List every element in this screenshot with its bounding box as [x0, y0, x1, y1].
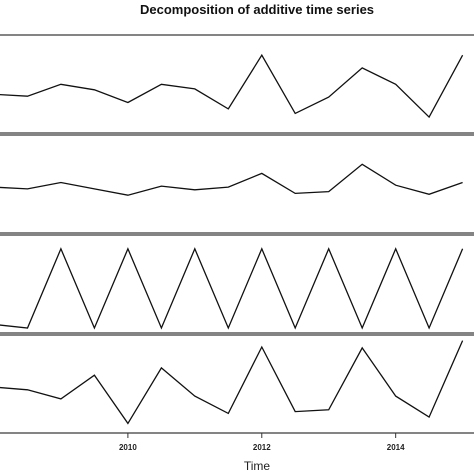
x-tick-label: 2014 — [387, 443, 405, 452]
x-axis: 2010 2012 2014 — [119, 433, 405, 452]
panel-frame-3 — [0, 234, 474, 334]
series-line-3 — [0, 247, 464, 330]
series-line-1 — [0, 53, 464, 119]
chart-title: Decomposition of additive time series — [140, 2, 374, 17]
panel-frame-4 — [0, 334, 474, 434]
panel-frame-2 — [0, 134, 474, 234]
series-line-2 — [0, 163, 463, 196]
panels-group — [0, 34, 474, 434]
x-tick-label: 2010 — [119, 443, 137, 452]
series-line-4 — [0, 340, 464, 425]
panel-frame-1 — [0, 34, 474, 134]
x-tick-label: 2012 — [253, 443, 271, 452]
x-axis-label: Time — [244, 459, 271, 473]
